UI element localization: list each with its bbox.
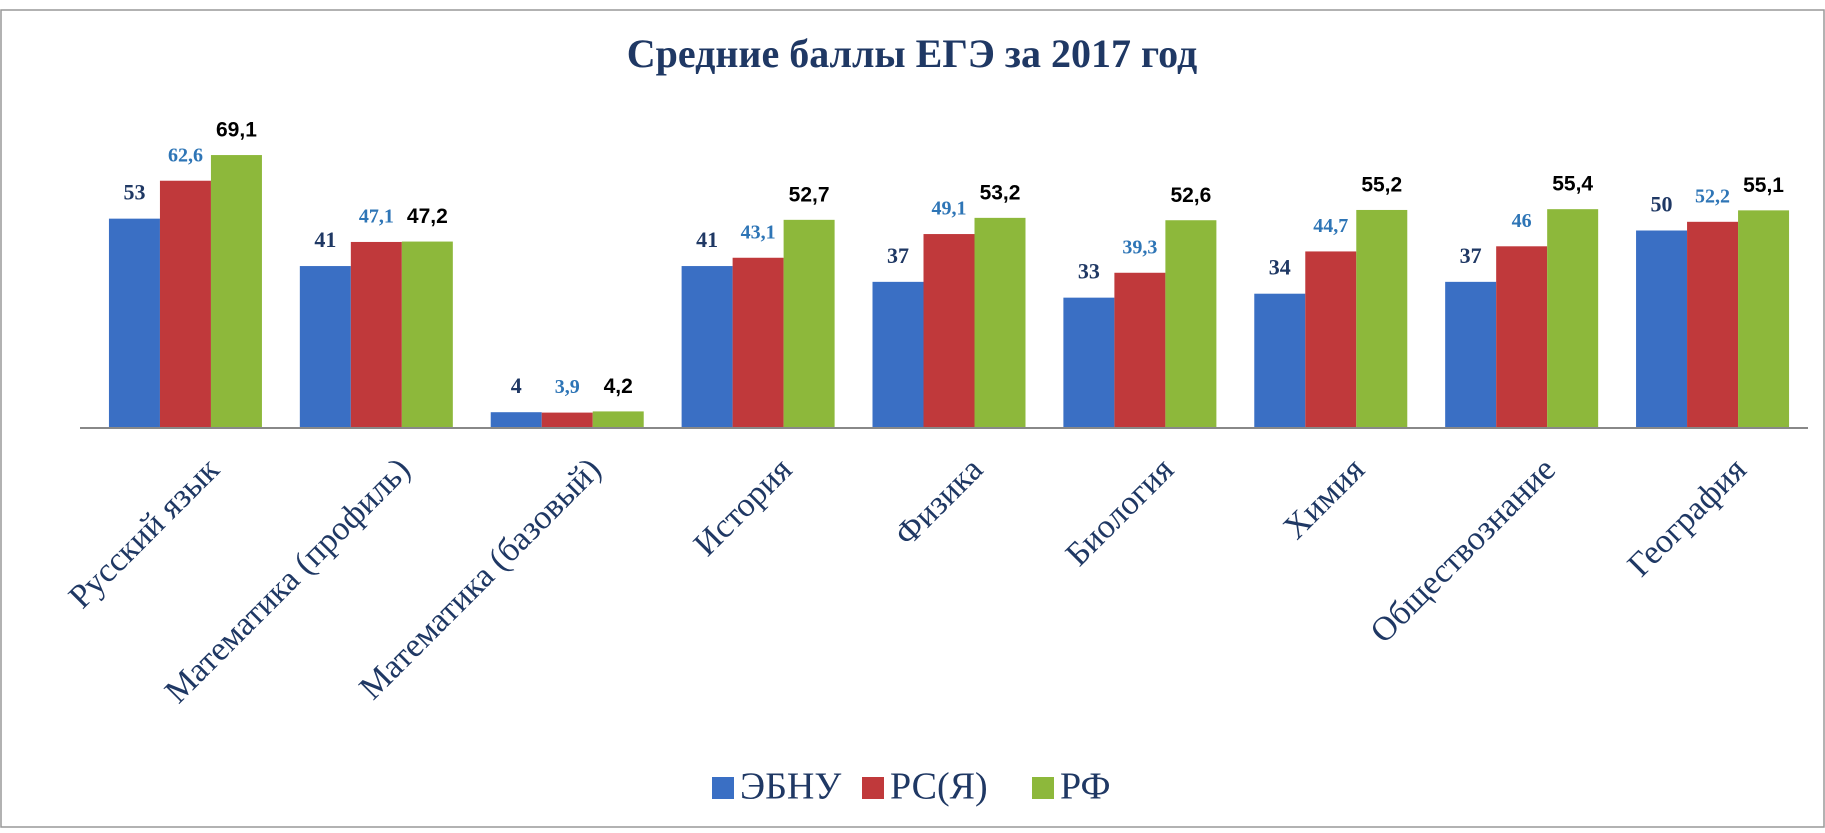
data-label: 69,1 (216, 119, 257, 142)
data-label: 52,2 (1695, 185, 1730, 207)
data-label: 37 (887, 243, 909, 268)
bar (350, 241, 402, 428)
data-label: 33 (1078, 259, 1100, 284)
bar (592, 411, 644, 428)
bar (923, 234, 975, 428)
legend-swatch (712, 777, 734, 799)
chart-title: Средние баллы ЕГЭ за 2017 год (627, 31, 1198, 76)
bar (1356, 209, 1408, 428)
bar (159, 180, 211, 428)
data-label: 46 (1512, 210, 1532, 232)
bar (490, 412, 542, 428)
data-label: 44,7 (1313, 215, 1348, 237)
bar (1738, 210, 1790, 428)
bar (732, 257, 784, 428)
data-label: 47,1 (359, 206, 394, 228)
data-label: 41 (696, 227, 718, 252)
bar (299, 266, 351, 428)
data-label: 50 (1651, 192, 1673, 217)
bar (1114, 272, 1166, 428)
bar (210, 155, 262, 428)
bar (1063, 297, 1115, 428)
bar (541, 412, 593, 428)
bar (1496, 246, 1548, 428)
data-label: 55,2 (1361, 174, 1402, 197)
legend-label: РС(Я) (890, 766, 988, 808)
data-label: 4,2 (604, 375, 633, 398)
data-label: 4 (511, 373, 522, 398)
legend-label: РФ (1060, 766, 1111, 808)
data-label: 37 (1460, 243, 1482, 268)
legend-label: ЭБНУ (740, 766, 841, 808)
data-label: 47,2 (407, 205, 448, 228)
bar (1547, 209, 1599, 428)
legend-swatch (1032, 777, 1054, 799)
bar (108, 218, 160, 428)
bar (872, 281, 924, 428)
data-label: 3,9 (555, 376, 580, 398)
legend-swatch (862, 777, 884, 799)
data-label: 53,2 (980, 181, 1021, 204)
bar (1254, 293, 1306, 428)
bar (1305, 251, 1357, 428)
data-label: 52,6 (1170, 184, 1211, 207)
bar (1636, 230, 1688, 428)
bar (401, 241, 453, 428)
bar (1445, 281, 1497, 428)
data-label: 34 (1269, 255, 1291, 280)
data-label: 43,1 (741, 221, 776, 243)
bar (1165, 220, 1217, 428)
data-label: 41 (314, 227, 336, 252)
data-label: 62,6 (168, 144, 203, 166)
data-label: 49,1 (932, 198, 967, 220)
data-label: 55,1 (1743, 174, 1784, 197)
data-label: 52,7 (789, 183, 830, 206)
bar (783, 219, 835, 428)
data-label: 39,3 (1122, 236, 1157, 258)
bar (681, 266, 733, 428)
bar (1687, 221, 1739, 428)
bar (974, 217, 1026, 428)
data-label: 53 (123, 180, 145, 205)
data-label: 55,4 (1552, 173, 1593, 196)
